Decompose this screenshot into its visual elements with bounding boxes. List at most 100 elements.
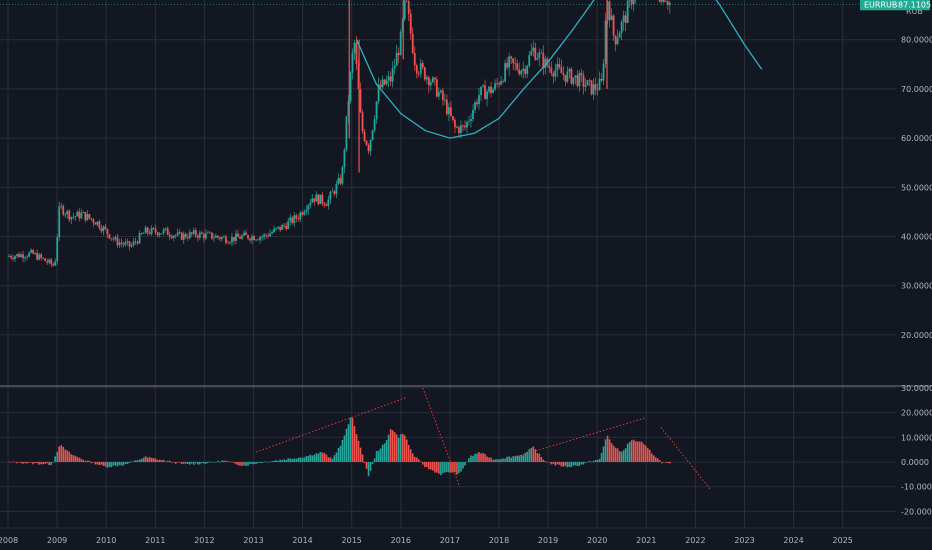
indicator-tick-label: -20.0000 <box>901 507 932 516</box>
price-candle <box>88 214 91 219</box>
price-candle <box>502 80 505 82</box>
price-tick-label: 60.0000 <box>901 134 932 143</box>
histogram-bar <box>285 459 287 462</box>
price-candle <box>136 242 139 244</box>
price-candle <box>265 234 268 236</box>
price-candle <box>345 116 348 150</box>
price-tick-label: 20.0000 <box>901 331 932 340</box>
price-candle <box>407 1 410 14</box>
price-candle <box>321 194 324 204</box>
histogram-bar <box>72 455 75 462</box>
histogram-bar <box>367 462 370 477</box>
histogram-bar <box>190 462 193 464</box>
price-candle <box>223 236 225 238</box>
histogram-bar <box>387 434 390 462</box>
histogram-bar <box>665 462 667 463</box>
histogram-bar <box>343 435 346 462</box>
price-candle <box>528 55 531 66</box>
price-candle <box>486 91 488 100</box>
histogram-bar <box>84 460 87 462</box>
time-axis[interactable]: 2008 2009 2010 2011 2012 2013 2014 2015 2016 2017… <box>0 536 853 545</box>
histogram-bar <box>650 453 653 462</box>
price-candle <box>668 2 671 6</box>
histogram-bar <box>516 455 518 462</box>
histogram-bar <box>634 441 637 462</box>
price-candle <box>86 214 89 221</box>
histogram-bar <box>299 457 302 462</box>
price-candle <box>325 205 328 206</box>
price-candle <box>600 78 603 81</box>
price-candle <box>34 253 37 254</box>
price-candle <box>596 89 599 91</box>
indicator-axis[interactable]: -20.0000 -10.0000 0.0000 10.0000 20.0000 30.0… <box>901 384 932 517</box>
histogram-bar <box>64 449 67 462</box>
price-candle <box>200 232 203 234</box>
price-candle <box>154 228 157 233</box>
price-candle <box>369 139 372 152</box>
time-tick-label: 2010 <box>96 536 116 545</box>
price-candle <box>118 242 121 246</box>
price-candle <box>429 82 432 86</box>
histogram-bar <box>186 462 189 464</box>
price-candle <box>289 217 292 222</box>
histogram-bar <box>122 462 125 466</box>
histogram-bar <box>548 462 551 463</box>
price-candle <box>562 73 565 75</box>
histogram-bar <box>148 457 151 462</box>
histogram-bar <box>130 461 133 463</box>
histogram-bar <box>227 461 229 462</box>
price-tick-label: 50.0000 <box>901 183 932 192</box>
histogram-bar <box>166 460 169 462</box>
price-candle <box>618 32 621 38</box>
histogram-bar <box>257 462 259 463</box>
price-candle <box>128 241 131 247</box>
histogram-bar <box>628 441 631 462</box>
histogram-bar <box>399 434 402 462</box>
histogram-bar <box>132 461 135 462</box>
price-candle <box>530 51 533 56</box>
price-axis[interactable]: 20.0000 30.0000 40.0000 50.0000 60.0000 70.00… <box>901 0 932 340</box>
histogram-bar <box>180 462 183 465</box>
indicator-pane-grid <box>0 386 896 528</box>
price-candle <box>82 212 85 213</box>
histogram-bar <box>28 462 30 463</box>
price-candle <box>393 65 396 69</box>
histogram-bar <box>259 462 261 463</box>
price-candle <box>108 234 111 239</box>
histogram-bar <box>578 462 581 466</box>
price-candle <box>431 77 434 83</box>
histogram-bar <box>538 453 541 462</box>
price-candle <box>492 89 494 94</box>
histogram-bar <box>48 462 50 466</box>
price-candle <box>666 1 669 6</box>
price-candle <box>196 235 199 238</box>
price-candle <box>435 79 438 97</box>
histogram-bar <box>616 448 619 462</box>
price-candles <box>8 0 671 268</box>
histogram-bar <box>375 450 378 462</box>
price-candle <box>468 120 470 122</box>
histogram-bar <box>319 451 322 462</box>
price-candle <box>92 219 95 223</box>
price-candle <box>608 1 611 20</box>
histogram-bar <box>520 454 523 462</box>
time-tick-label: 2011 <box>145 536 165 545</box>
price-candle <box>385 80 388 85</box>
histogram-bar <box>560 462 563 467</box>
price-candle <box>542 52 545 68</box>
price-candle <box>190 232 193 234</box>
price-candle <box>464 125 466 128</box>
histogram-bar <box>52 462 54 463</box>
price-candle <box>327 199 330 206</box>
price-candle <box>508 56 511 68</box>
histogram-bar <box>440 462 442 476</box>
price-candle <box>343 149 346 168</box>
price-candle <box>176 232 179 236</box>
divergence-trendlines <box>255 387 711 490</box>
histogram-bar <box>74 455 77 462</box>
histogram-bar <box>588 460 591 462</box>
price-candle <box>162 229 165 234</box>
price-candle <box>419 63 422 74</box>
price-candle <box>550 67 553 74</box>
